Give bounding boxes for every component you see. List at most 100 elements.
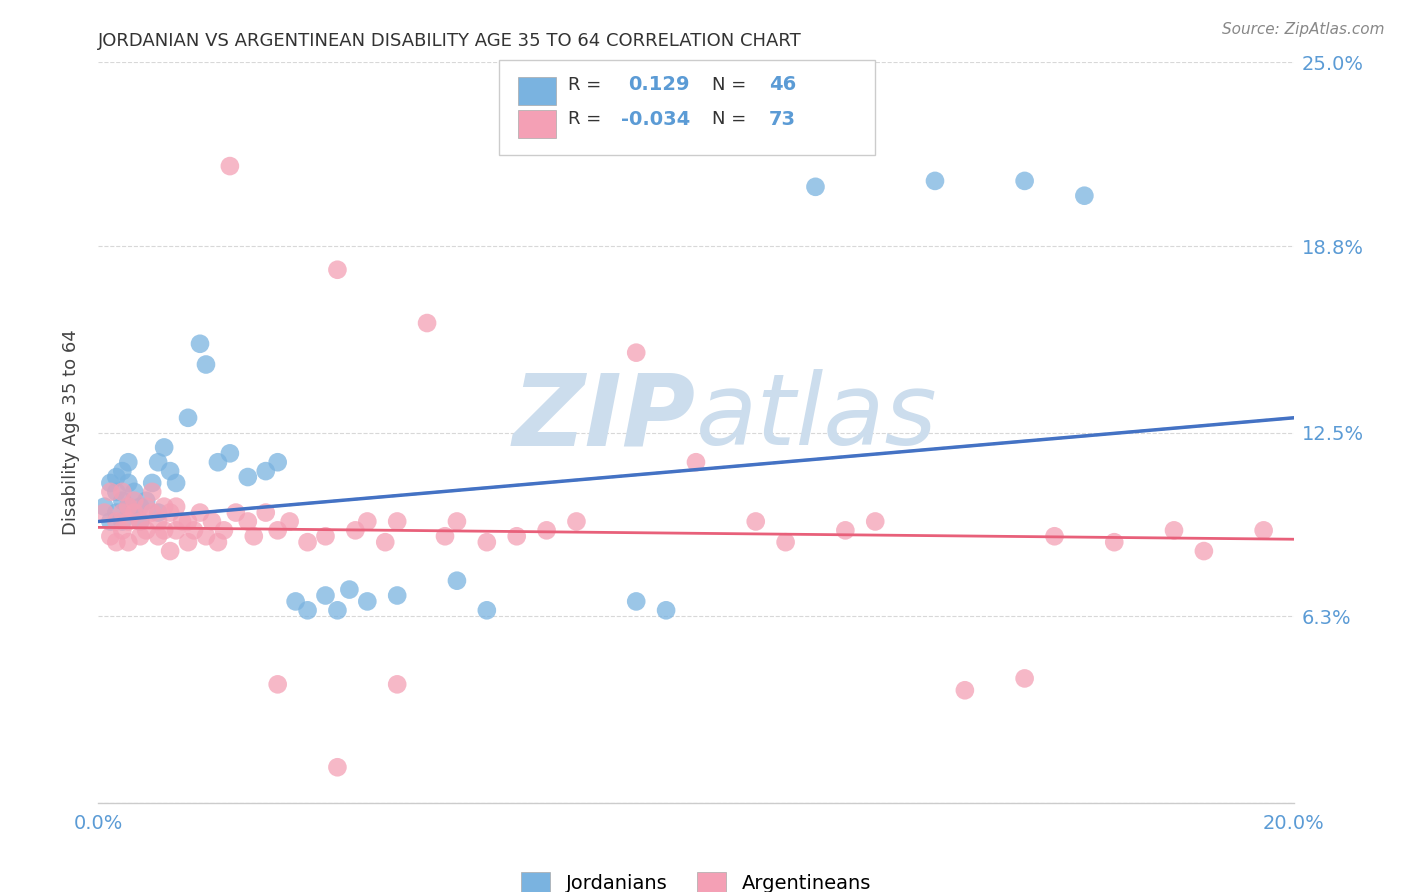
Argentineans: [434, 529, 457, 543]
Argentineans: [141, 484, 163, 499]
Argentineans: [153, 524, 176, 538]
Text: R =: R =: [568, 111, 602, 128]
Jordanians: [111, 464, 134, 478]
Jordanians: [105, 484, 128, 499]
Jordanians: [236, 470, 259, 484]
Jordanians: [111, 493, 134, 508]
Argentineans: [124, 506, 146, 520]
Argentineans: [1104, 535, 1126, 549]
Argentineans: [177, 535, 200, 549]
Argentineans: [865, 515, 887, 529]
Jordanians: [98, 475, 122, 490]
Argentineans: [326, 760, 349, 774]
Argentineans: [374, 535, 396, 549]
Jordanians: [117, 475, 139, 490]
Jordanians: [93, 500, 115, 514]
Argentineans: [117, 500, 139, 514]
Argentineans: [129, 515, 152, 529]
Argentineans: [1014, 672, 1036, 686]
FancyBboxPatch shape: [517, 110, 557, 138]
Jordanians: [124, 484, 146, 499]
Argentineans: [953, 683, 976, 698]
Argentineans: [344, 524, 367, 538]
Argentineans: [117, 515, 139, 529]
Text: JORDANIAN VS ARGENTINEAN DISABILITY AGE 35 TO 64 CORRELATION CHART: JORDANIAN VS ARGENTINEAN DISABILITY AGE …: [98, 32, 803, 50]
Argentineans: [315, 529, 337, 543]
Jordanians: [267, 455, 290, 469]
Argentineans: [506, 529, 529, 543]
Jordanians: [1073, 188, 1095, 202]
Jordanians: [148, 455, 170, 469]
FancyBboxPatch shape: [517, 77, 557, 104]
Argentineans: [188, 506, 211, 520]
Argentineans: [141, 506, 163, 520]
Jordanians: [153, 441, 176, 455]
Argentineans: [183, 524, 205, 538]
Text: R =: R =: [568, 76, 602, 94]
Text: 73: 73: [769, 110, 796, 129]
Text: 0.129: 0.129: [628, 75, 689, 95]
Argentineans: [745, 515, 768, 529]
Argentineans: [385, 677, 409, 691]
Argentineans: [775, 535, 797, 549]
Jordanians: [475, 603, 498, 617]
Y-axis label: Disability Age 35 to 64: Disability Age 35 to 64: [62, 330, 80, 535]
Argentineans: [278, 515, 301, 529]
Argentineans: [111, 506, 134, 520]
Jordanians: [188, 336, 211, 351]
Text: N =: N =: [711, 76, 745, 94]
Argentineans: [172, 515, 194, 529]
Jordanians: [284, 594, 307, 608]
Jordanians: [804, 179, 827, 194]
Argentineans: [135, 500, 157, 514]
Argentineans: [416, 316, 439, 330]
Argentineans: [1253, 524, 1275, 538]
Argentineans: [1043, 529, 1066, 543]
Text: Source: ZipAtlas.com: Source: ZipAtlas.com: [1222, 22, 1385, 37]
Argentineans: [159, 506, 181, 520]
Text: ZIP: ZIP: [513, 369, 696, 467]
Argentineans: [135, 524, 157, 538]
Jordanians: [446, 574, 468, 588]
Jordanians: [219, 446, 242, 460]
Jordanians: [1014, 174, 1036, 188]
Jordanians: [177, 410, 200, 425]
Argentineans: [267, 677, 290, 691]
Argentineans: [207, 535, 229, 549]
Argentineans: [148, 529, 170, 543]
Argentineans: [148, 515, 170, 529]
Text: N =: N =: [711, 111, 745, 128]
Argentineans: [565, 515, 588, 529]
Argentineans: [685, 455, 707, 469]
Jordanians: [117, 455, 139, 469]
Argentineans: [834, 524, 856, 538]
Legend: Jordanians, Argentineans: Jordanians, Argentineans: [513, 864, 879, 892]
Text: -0.034: -0.034: [620, 110, 690, 129]
Jordanians: [159, 464, 181, 478]
Jordanians: [297, 603, 319, 617]
Argentineans: [212, 524, 235, 538]
Argentineans: [243, 529, 266, 543]
Argentineans: [297, 535, 319, 549]
FancyBboxPatch shape: [499, 61, 875, 155]
Jordanians: [385, 589, 409, 603]
Jordanians: [98, 515, 122, 529]
Argentineans: [177, 515, 200, 529]
Argentineans: [124, 493, 146, 508]
Argentineans: [626, 345, 648, 359]
Jordanians: [148, 506, 170, 520]
Argentineans: [236, 515, 259, 529]
Argentineans: [326, 262, 349, 277]
Jordanians: [326, 603, 349, 617]
Argentineans: [356, 515, 378, 529]
Jordanians: [356, 594, 378, 608]
Jordanians: [626, 594, 648, 608]
Argentineans: [267, 524, 290, 538]
Argentineans: [1163, 524, 1185, 538]
Argentineans: [1192, 544, 1215, 558]
Jordanians: [129, 515, 152, 529]
Text: 46: 46: [769, 75, 796, 95]
Jordanians: [105, 470, 128, 484]
Argentineans: [129, 529, 152, 543]
Argentineans: [219, 159, 242, 173]
